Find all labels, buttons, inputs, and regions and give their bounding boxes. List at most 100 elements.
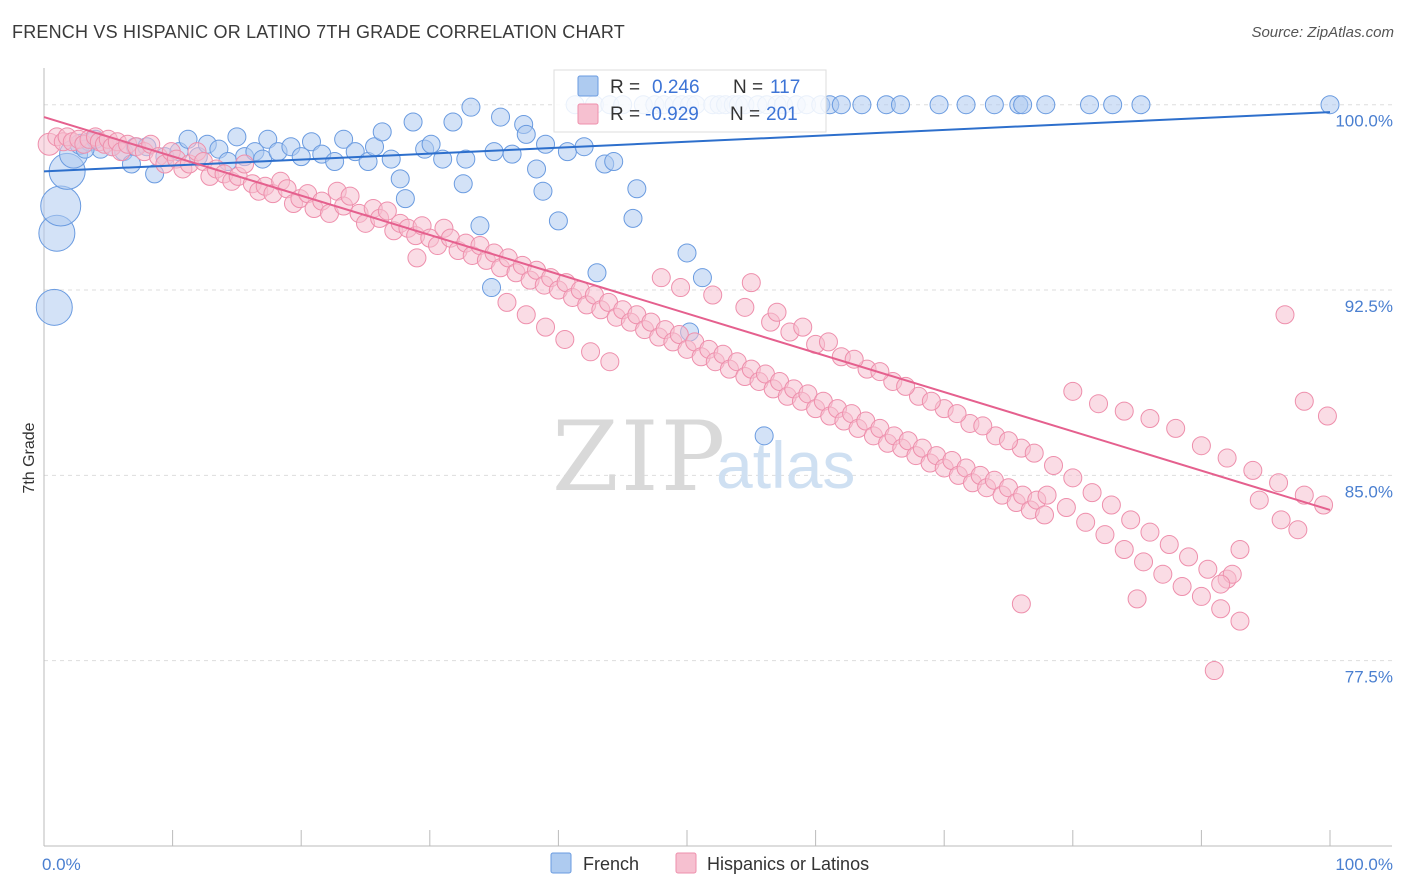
french-point: [527, 159, 547, 179]
hispanic-point: [1172, 577, 1192, 597]
french-point: [604, 152, 624, 172]
hispanic-point: [671, 278, 691, 298]
hispanic-point: [581, 342, 601, 362]
french-r-label: R =: [610, 77, 640, 98]
french-point: [831, 95, 851, 115]
hispanic-point: [1230, 539, 1250, 559]
x-tick-label-max: 100.0%: [1335, 855, 1393, 874]
watermark-zip: ZIP: [552, 401, 727, 513]
hispanic-point: [1198, 559, 1218, 579]
hispanic-series-swatch: [675, 852, 697, 874]
hispanic-point: [600, 352, 620, 372]
hispanic-point: [1271, 510, 1291, 530]
hispanic-point: [1037, 485, 1057, 505]
hispanic-point: [947, 404, 967, 424]
french-point: [291, 147, 311, 167]
hispanic-point: [1011, 594, 1031, 614]
hispanic-point: [703, 285, 723, 305]
french-point: [258, 129, 278, 149]
hispanic-point: [1159, 535, 1179, 555]
hispanic-point: [1140, 522, 1160, 542]
hispanic-point: [1294, 485, 1314, 505]
hispanic-point: [1191, 586, 1211, 606]
hispanic-point: [1035, 505, 1055, 525]
hispanic-series-label: Hispanics or Latinos: [707, 854, 869, 874]
hispanic-point: [1140, 409, 1160, 429]
french-point: [533, 181, 553, 201]
hispanic-point: [536, 317, 556, 337]
french-point: [403, 112, 423, 132]
french-point: [1131, 95, 1151, 115]
hispanic-point: [1288, 520, 1308, 540]
hispanic-legend-swatch: [577, 103, 599, 125]
hispanic-point: [1121, 510, 1141, 530]
french-point: [929, 95, 949, 115]
hispanic-point: [1095, 525, 1115, 545]
hispanic-point: [235, 154, 255, 174]
hispanic-point: [497, 292, 517, 312]
hispanic-point: [555, 329, 575, 349]
hispanic-trend-line: [43, 116, 1331, 511]
hispanic-point: [1114, 401, 1134, 421]
french-point: [433, 149, 453, 169]
y-tick-label: 92.5%: [1345, 297, 1393, 316]
french-point: [482, 278, 502, 298]
hispanic-point: [1024, 443, 1044, 463]
french-point: [536, 134, 556, 154]
french-n-value: 117: [770, 77, 800, 98]
french-point: [890, 95, 910, 115]
hispanic-point: [1294, 391, 1314, 411]
french-point: [754, 426, 774, 446]
french-point: [516, 124, 536, 144]
hispanic-r-value: -0.929: [645, 104, 699, 125]
hispanic-point: [340, 186, 360, 206]
french-legend-swatch: [577, 75, 599, 97]
french-point: [956, 95, 976, 115]
french-point: [984, 95, 1004, 115]
y-tick-label: 85.0%: [1345, 482, 1393, 501]
french-point: [852, 95, 872, 115]
french-series-swatch: [550, 852, 572, 874]
hispanic-point: [1082, 483, 1102, 503]
french-point: [334, 129, 354, 149]
hispanic-point: [516, 305, 536, 325]
chart-title: FRENCH VS HISPANIC OR LATINO 7TH GRADE C…: [12, 22, 625, 42]
hispanic-point: [973, 416, 993, 436]
hispanic-r-label: R =: [610, 104, 640, 125]
french-point: [677, 243, 697, 263]
french-point: [1103, 95, 1123, 115]
hispanic-n-label: N =: [730, 104, 760, 125]
french-n-label: N =: [733, 77, 763, 98]
x-tick-marks: [43, 830, 1331, 846]
french-point: [557, 142, 577, 162]
hispanic-point: [377, 201, 397, 221]
hispanic-point: [798, 384, 818, 404]
hispanic-point: [1044, 455, 1064, 475]
hispanic-point: [741, 273, 761, 293]
french-point: [301, 132, 321, 152]
hispanic-point: [1114, 539, 1134, 559]
french-point: [453, 174, 473, 194]
french-points: [35, 95, 1340, 446]
hispanic-n-value: 201: [766, 104, 798, 125]
hispanic-point: [1101, 495, 1121, 515]
watermark-atlas: atlas: [716, 428, 855, 502]
hispanic-point: [651, 268, 671, 288]
hispanic-point: [735, 297, 755, 317]
hispanic-point: [1211, 574, 1231, 594]
hispanic-point: [1249, 490, 1269, 510]
french-point: [381, 149, 401, 169]
hispanic-point: [1063, 468, 1083, 488]
hispanic-point: [767, 302, 787, 322]
french-point: [1320, 95, 1340, 115]
french-point: [587, 263, 607, 283]
source-label: Source: ZipAtlas.com: [1251, 24, 1394, 41]
french-series-label: French: [583, 854, 639, 874]
french-point: [491, 107, 511, 127]
french-r-value: 0.246: [652, 77, 700, 98]
hispanic-point: [407, 248, 427, 268]
hispanic-point: [1063, 381, 1083, 401]
french-trend-line: [43, 111, 1331, 173]
french-point: [40, 185, 82, 227]
